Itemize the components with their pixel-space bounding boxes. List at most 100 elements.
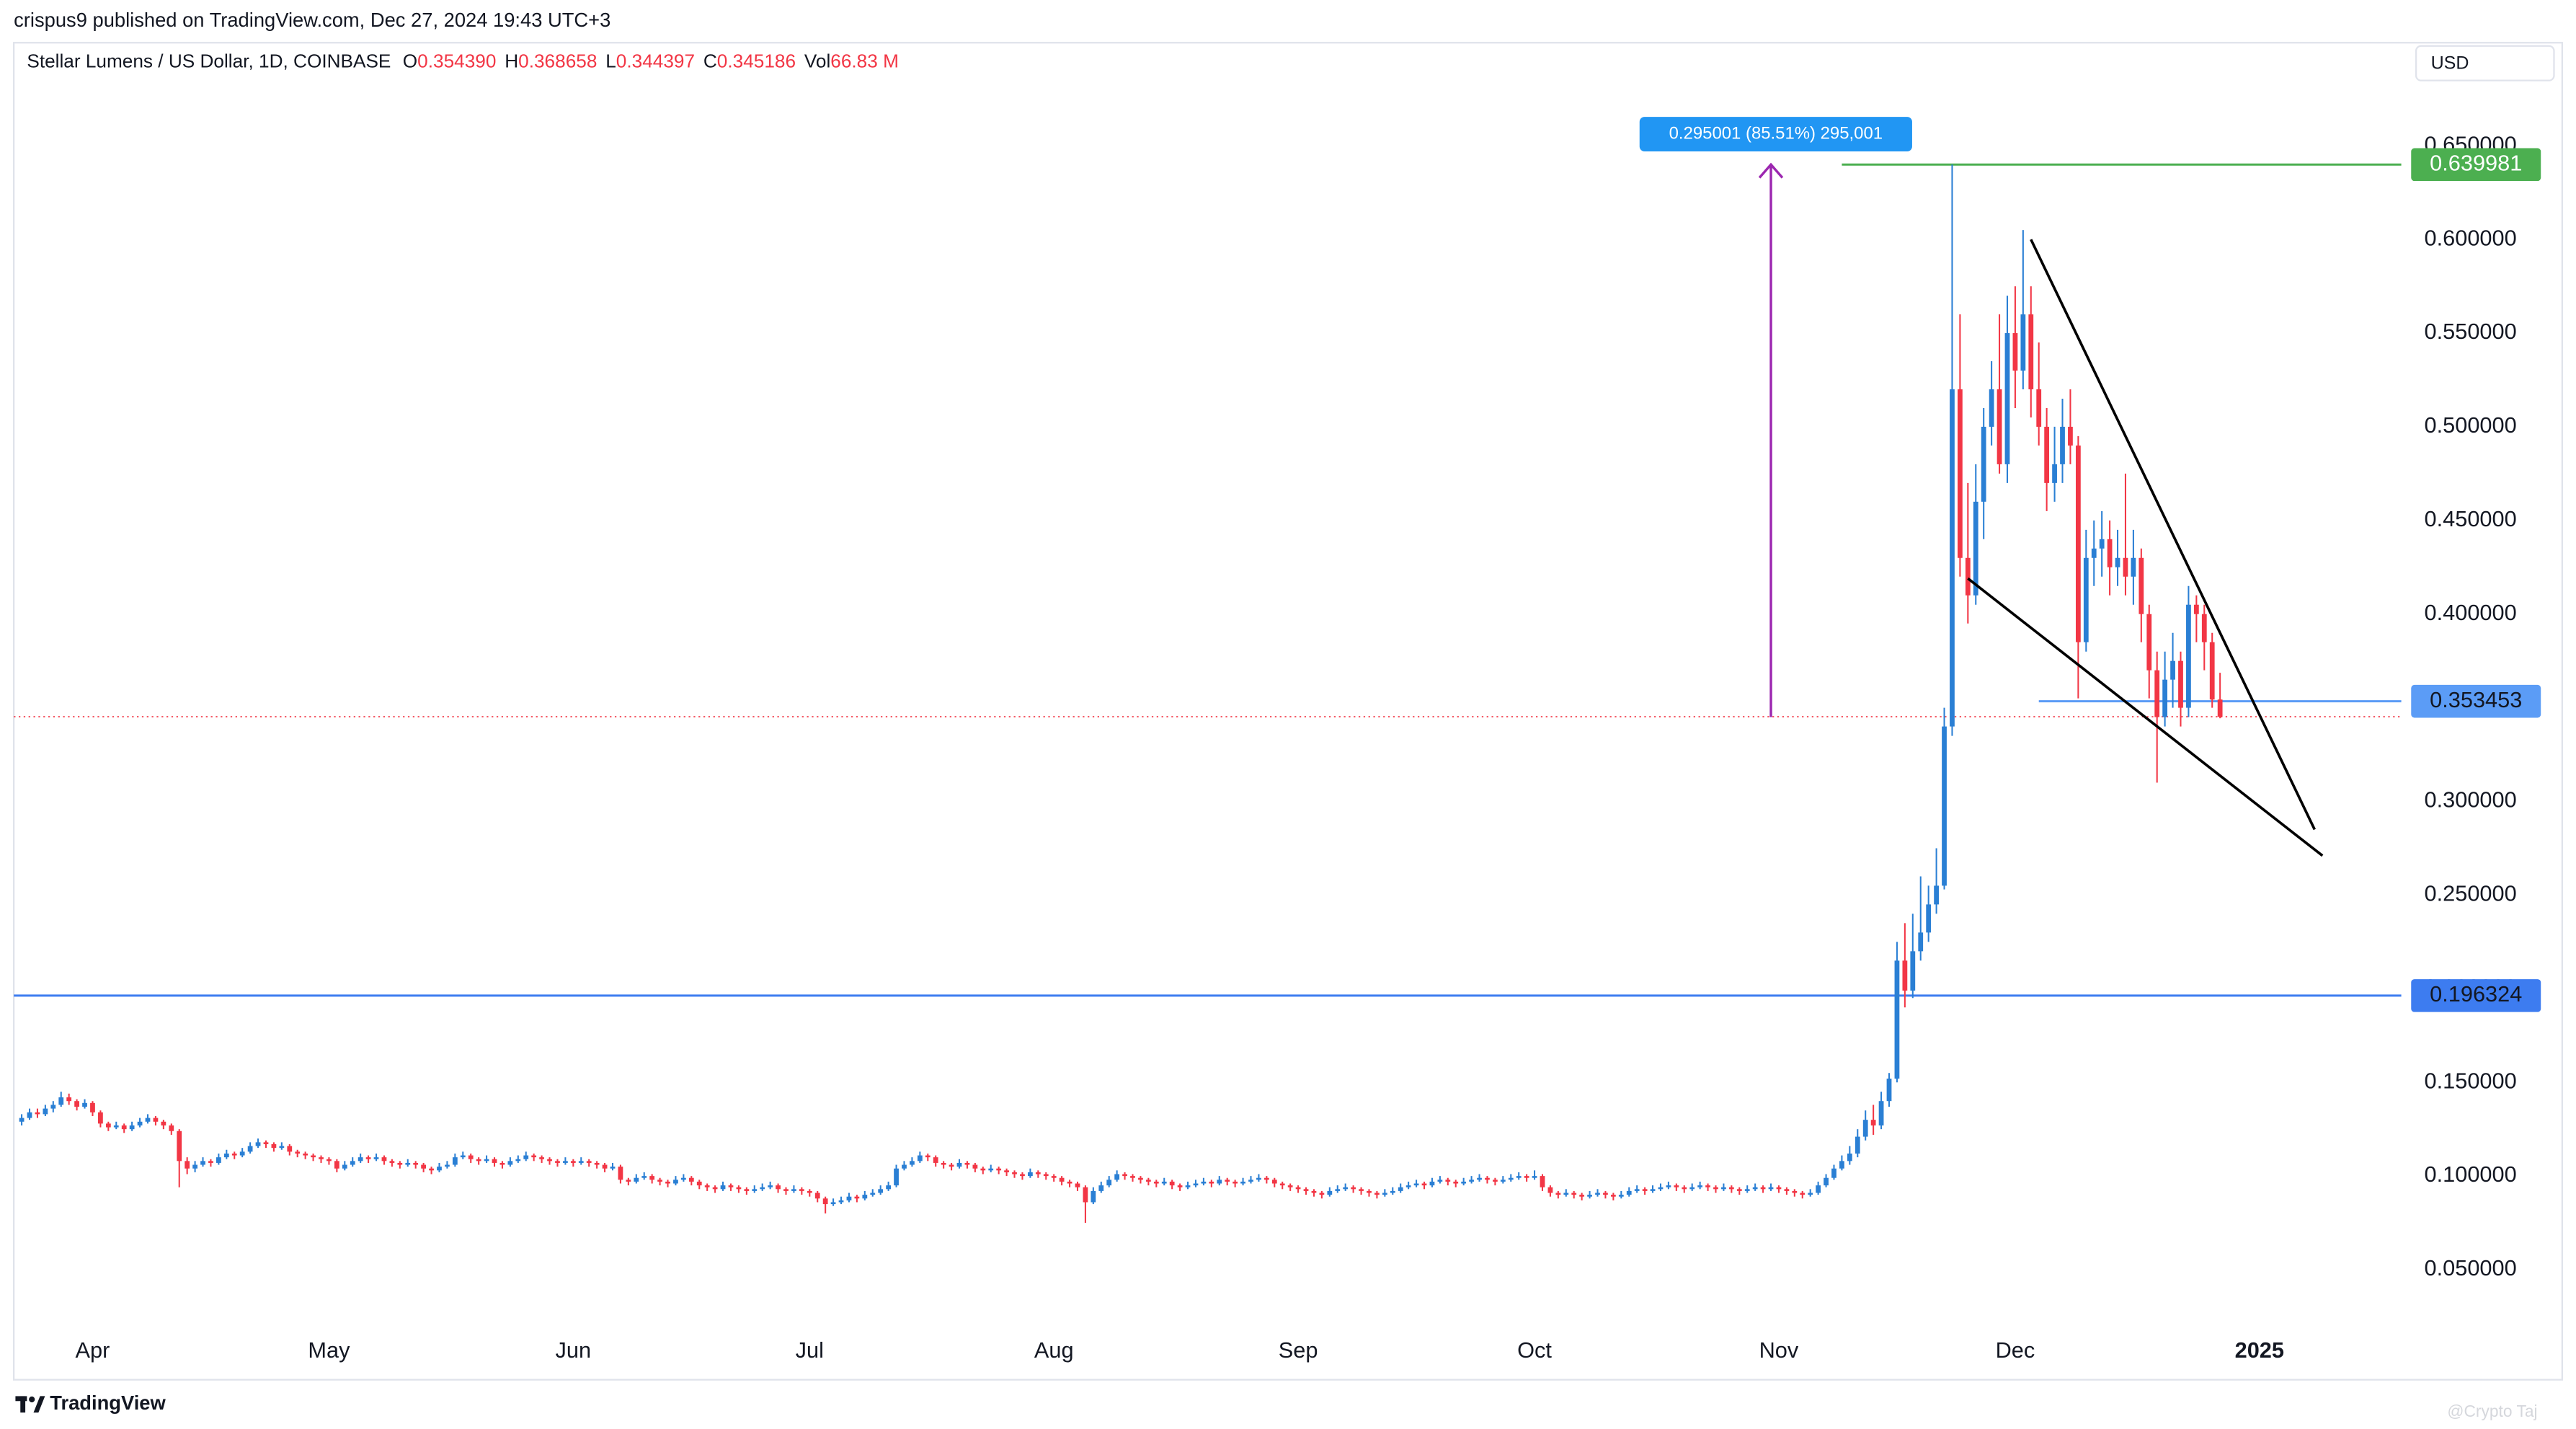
currency-button[interactable]: USD: [2415, 45, 2555, 81]
candle-body: [1728, 1187, 1734, 1190]
candle-body: [2178, 660, 2183, 708]
candle-body: [1287, 1185, 1293, 1187]
candle-body: [161, 1121, 166, 1125]
candle-body: [239, 1151, 245, 1156]
publisher-line: crispus9 published on TradingView.com, D…: [14, 9, 610, 31]
candle-body: [327, 1159, 332, 1162]
candle-body: [1682, 1187, 1687, 1190]
candle-body: [1067, 1181, 1072, 1184]
candle-body: [2075, 445, 2081, 642]
candle-body: [1910, 951, 1916, 991]
candle-body: [1012, 1172, 1017, 1174]
candle-body: [1547, 1187, 1553, 1193]
candle-body: [776, 1185, 781, 1190]
candle-body: [177, 1131, 182, 1162]
candle-body: [43, 1108, 48, 1115]
measure-label: 0.295001 (85.51%) 295,001: [1669, 123, 1883, 143]
candle-body: [1800, 1193, 1806, 1195]
currency-label[interactable]: USD: [2431, 53, 2469, 73]
candle-body: [1831, 1168, 1836, 1178]
candle-body: [783, 1189, 789, 1191]
candle-body: [1083, 1187, 1088, 1203]
candle-body: [1130, 1176, 1135, 1178]
y-tick-label: 0.400000: [2424, 600, 2516, 625]
ohlc-label: L: [605, 50, 616, 71]
candle-body: [1540, 1176, 1545, 1187]
candle-body: [82, 1102, 87, 1107]
candle-body: [2036, 389, 2042, 427]
candle-body: [185, 1161, 190, 1169]
candle-body: [90, 1102, 95, 1112]
level-price-label: 0.639981: [2430, 150, 2522, 175]
candle-body: [1721, 1187, 1726, 1190]
candle-body: [1626, 1190, 1632, 1195]
candle-body: [319, 1157, 324, 1159]
candle-body: [1942, 726, 1947, 886]
candle-body: [1958, 389, 1963, 558]
x-tick-label: Apr: [76, 1337, 110, 1363]
candle-body: [437, 1167, 442, 1171]
candle-body: [121, 1125, 127, 1130]
candle-body: [1303, 1189, 1309, 1191]
candle-body: [1697, 1185, 1703, 1187]
x-tick-label: Sep: [1279, 1337, 1318, 1363]
candle-body: [2060, 426, 2065, 464]
candle-body: [1256, 1177, 1261, 1180]
candle-body: [2107, 539, 2113, 567]
candle-body: [1421, 1183, 1427, 1186]
logo-dot: [29, 1396, 35, 1403]
ohlc-label: O: [403, 50, 417, 71]
candle-body: [665, 1181, 670, 1184]
candle-body: [295, 1151, 301, 1154]
candle-body: [1816, 1185, 1821, 1193]
candle-body: [1666, 1185, 1671, 1187]
candle-body: [66, 1097, 72, 1102]
volume-value: 66.83 M: [830, 50, 899, 71]
candle-body: [555, 1161, 560, 1163]
candle-body: [484, 1159, 489, 1162]
candle-body: [1469, 1180, 1474, 1182]
candle-body: [1098, 1185, 1104, 1191]
candle-body: [1225, 1180, 1230, 1182]
candle-body: [586, 1161, 592, 1163]
candle-body: [421, 1164, 427, 1169]
candle-body: [657, 1180, 662, 1182]
candle-body: [1295, 1187, 1301, 1190]
candle-body: [1020, 1174, 1025, 1177]
candle-body: [2131, 557, 2136, 577]
candle-body: [2138, 557, 2144, 614]
candle-body: [271, 1143, 277, 1149]
candle-body: [311, 1155, 316, 1158]
candle-body: [405, 1162, 411, 1165]
logo-stem: [20, 1396, 26, 1413]
candle-body: [1579, 1195, 1585, 1197]
candle-body: [1989, 389, 1994, 427]
candle-body: [870, 1193, 876, 1195]
candle-body: [1367, 1190, 1372, 1193]
candle-body: [1595, 1193, 1600, 1195]
candle-body: [1500, 1180, 1506, 1182]
candle-body: [1122, 1174, 1127, 1177]
candle-body: [1233, 1181, 1238, 1184]
candle-body: [1374, 1193, 1380, 1195]
candle-body: [720, 1185, 726, 1190]
candle-body: [838, 1200, 844, 1203]
currency-button-frame[interactable]: [2415, 45, 2555, 81]
candle-body: [878, 1189, 884, 1193]
candle-body: [1035, 1172, 1041, 1174]
candle-body: [1744, 1189, 1750, 1191]
candle-body: [688, 1177, 694, 1182]
candle-body: [1217, 1180, 1222, 1184]
y-tick-label: 0.550000: [2424, 319, 2516, 344]
candle-body: [129, 1125, 135, 1130]
candle-body: [1311, 1190, 1317, 1193]
candle-body: [98, 1112, 103, 1124]
candle-body: [105, 1123, 111, 1128]
level-price-box: [2411, 148, 2541, 182]
symbol-line: Stellar Lumens / US Dollar, 1D, COINBASE…: [27, 50, 899, 71]
candle-body: [1587, 1195, 1592, 1197]
candle-body: [1461, 1181, 1467, 1184]
candle-body: [429, 1168, 434, 1171]
candle-body: [1658, 1187, 1664, 1190]
candle-body: [263, 1142, 269, 1144]
